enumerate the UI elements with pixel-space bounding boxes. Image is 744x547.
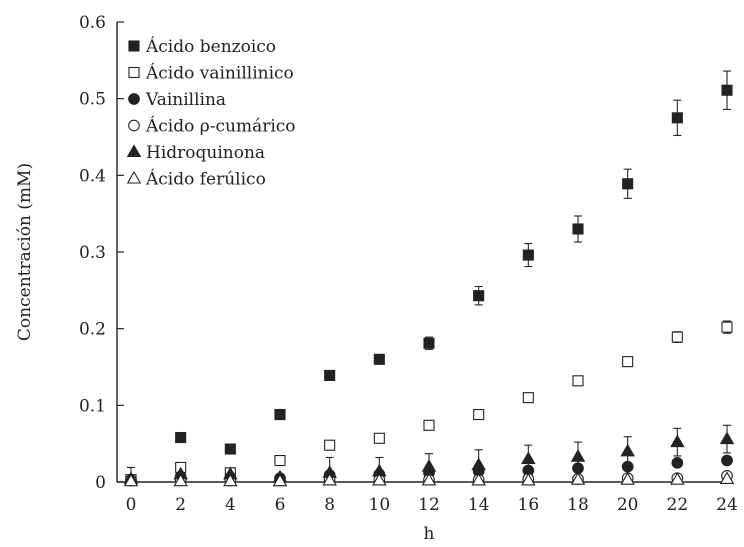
data-point bbox=[272, 473, 288, 487]
data-point bbox=[423, 419, 435, 431]
data-point bbox=[421, 472, 437, 486]
legend-item: Ácido vainillinico bbox=[128, 63, 294, 84]
data-point bbox=[471, 472, 486, 486]
legend-marker bbox=[128, 119, 140, 132]
y-tick-label: 0.3 bbox=[79, 243, 106, 263]
x-tick-label: 6 bbox=[275, 495, 286, 515]
legend-item: Ácido benzoico bbox=[128, 36, 276, 57]
y-tick-label: 0.4 bbox=[79, 166, 106, 186]
data-point bbox=[620, 443, 635, 457]
legend-label: Ácido ferúlico bbox=[145, 169, 266, 190]
y-tick-label: 0.6 bbox=[79, 13, 106, 33]
data-point bbox=[123, 473, 139, 487]
y-tick-label: 0.5 bbox=[79, 90, 106, 110]
data-point bbox=[621, 460, 634, 473]
x-tick-label: 20 bbox=[617, 495, 639, 515]
legend-item: Vainillina bbox=[128, 90, 226, 110]
data-point bbox=[721, 84, 733, 96]
legend-marker bbox=[128, 93, 140, 105]
data-point bbox=[719, 471, 735, 484]
data-point bbox=[521, 472, 536, 486]
data-point bbox=[572, 223, 584, 235]
data-point bbox=[175, 431, 187, 444]
data-point bbox=[322, 472, 337, 486]
legend-label: Ácido vainillinico bbox=[145, 63, 294, 84]
legend: Ácido benzoico Ácido vainillinico Vainilli… bbox=[126, 36, 296, 190]
data-point bbox=[572, 462, 584, 475]
legend-marker bbox=[128, 66, 140, 79]
legend-label: Ácido ρ-cumárico bbox=[145, 116, 296, 137]
data-point bbox=[570, 472, 586, 485]
x-tick-label: 22 bbox=[667, 495, 689, 515]
data-point bbox=[572, 375, 584, 387]
data-point bbox=[471, 457, 486, 471]
data-point bbox=[274, 408, 286, 421]
data-point bbox=[620, 472, 635, 485]
data-point bbox=[719, 431, 735, 445]
data-point bbox=[473, 408, 485, 421]
data-point bbox=[372, 472, 387, 486]
x-tick-label: 24 bbox=[716, 495, 738, 515]
data-point bbox=[173, 473, 188, 487]
legend-marker bbox=[128, 40, 140, 52]
x-tick-label: 8 bbox=[324, 495, 335, 515]
data-point bbox=[521, 451, 536, 465]
data-point bbox=[274, 454, 286, 467]
legend-label: Hidroquinona bbox=[146, 143, 265, 163]
legend-marker bbox=[126, 144, 142, 158]
x-tick-label: 16 bbox=[518, 495, 540, 515]
x-tick-label: 10 bbox=[369, 495, 391, 515]
data-point bbox=[522, 392, 534, 404]
data-point bbox=[721, 321, 733, 333]
data-point bbox=[570, 449, 586, 462]
x-tick-label: 18 bbox=[567, 495, 589, 515]
y-tick-label: 0.1 bbox=[79, 396, 106, 416]
data-point bbox=[522, 249, 534, 261]
legend-item: Hidroquinona bbox=[126, 143, 265, 163]
y-tick-label: 0.2 bbox=[79, 320, 106, 340]
legend-marker bbox=[126, 170, 142, 184]
legend-item: Ácido ferúlico bbox=[126, 169, 266, 190]
y-tick-label: 0 bbox=[95, 473, 106, 493]
data-point bbox=[373, 432, 385, 444]
x-tick-label: 12 bbox=[418, 495, 440, 515]
axes: 00.10.20.30.40.50.60 2 4 6 8 10 12 14 16 18 20 22 24 bbox=[79, 13, 738, 515]
data-point bbox=[224, 443, 236, 455]
data-markers bbox=[123, 84, 735, 487]
x-tick-label: 2 bbox=[175, 495, 186, 515]
data-point bbox=[622, 356, 634, 368]
legend-label: Ácido benzoico bbox=[145, 36, 276, 57]
data-point bbox=[671, 331, 683, 343]
data-point bbox=[373, 353, 385, 365]
data-point bbox=[671, 456, 684, 469]
data-point bbox=[423, 337, 435, 349]
data-point bbox=[223, 473, 238, 487]
data-point bbox=[671, 112, 683, 124]
x-tick-label: 0 bbox=[126, 495, 137, 515]
x-tick-label: 14 bbox=[468, 495, 490, 515]
data-point bbox=[670, 472, 685, 485]
data-point bbox=[421, 459, 437, 472]
legend-label: Vainillina bbox=[145, 90, 226, 110]
legend-item: Ácido ρ-cumárico bbox=[128, 116, 296, 137]
y-axis-label: Concentración (mM) bbox=[15, 163, 35, 341]
data-point bbox=[622, 178, 634, 190]
data-point bbox=[473, 290, 485, 302]
data-point bbox=[324, 369, 336, 381]
data-point bbox=[324, 439, 336, 451]
x-axis-label: h bbox=[424, 524, 435, 544]
data-point bbox=[721, 454, 733, 467]
x-tick-label: 4 bbox=[225, 495, 236, 515]
data-point bbox=[670, 434, 685, 448]
